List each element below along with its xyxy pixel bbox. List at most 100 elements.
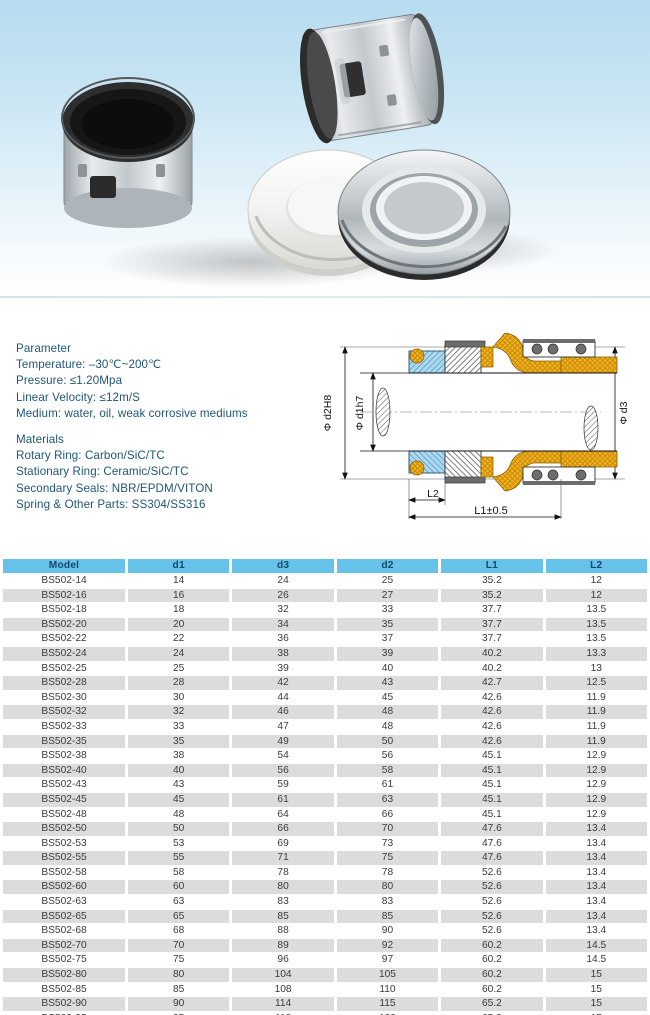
cell-d3: 108 [232,982,334,997]
cell-l1: 65.2 [441,997,543,1011]
cell-d2: 27 [336,588,439,603]
cell-l2: 14.5 [545,953,647,968]
cell-model: BS502-58 [3,865,125,880]
cell-d3: 59 [232,778,334,792]
cell-l1: 45.1 [441,763,543,778]
cell-l2: 11.9 [545,705,647,719]
cell-d1: 68 [128,924,230,938]
cell-d3: 83 [232,895,334,909]
spec-linear-velocity: Linear Velocity: ≤12m/S [16,390,141,404]
cell-d2: 56 [336,749,439,763]
cell-l2: 15 [545,968,647,982]
cell-model: BS502-35 [3,734,125,749]
cell-d1: 43 [128,778,230,792]
cell-d1: 58 [128,865,230,880]
cell-d2: 48 [336,705,439,719]
cell-l1: 40.2 [441,646,543,661]
cell-d3: 44 [232,690,334,705]
cell-d2: 48 [336,719,439,734]
cell-model: BS502-68 [3,924,125,938]
table-row: BS502-43 43 59 61 45.1 12.9 [3,778,647,792]
cell-d1: 14 [128,574,230,588]
cell-l2: 13 [545,661,647,676]
cell-d2: 45 [336,690,439,705]
cell-l2: 13.4 [545,851,647,865]
cell-d1: 18 [128,603,230,617]
cell-d1: 90 [128,997,230,1011]
materials-heading: Materials [16,433,64,447]
cell-l2: 13.4 [545,836,647,851]
cell-l1: 65.2 [441,1011,543,1015]
cell-d3: 56 [232,763,334,778]
dimension-label-d3: Φ d3 [618,401,630,424]
cell-d1: 28 [128,676,230,690]
parameter-heading: Parameter [16,342,72,355]
cell-d2: 78 [336,865,439,880]
cell-model: BS502-18 [3,603,125,617]
cell-l2: 12.9 [545,763,647,778]
cell-model: BS502-14 [3,574,125,588]
cell-d2: 61 [336,778,439,792]
cell-d1: 80 [128,968,230,982]
cell-l1: 52.6 [441,909,543,924]
cell-l2: 11.9 [545,734,647,749]
cell-d1: 30 [128,690,230,705]
cell-d1: 60 [128,880,230,895]
product-photo-banner [0,0,650,297]
cell-l1: 47.6 [441,851,543,865]
cell-model: BS502-24 [3,646,125,661]
cell-l2: 13.5 [545,603,647,617]
cell-d1: 85 [128,982,230,997]
cell-l2: 13.4 [545,880,647,895]
cell-d3: 88 [232,924,334,938]
cell-d1: 22 [128,632,230,646]
cell-d1: 75 [128,953,230,968]
cell-l1: 60.2 [441,968,543,982]
cell-l2: 12.9 [545,792,647,807]
table-row: BS502-53 53 69 73 47.6 13.4 [3,836,647,851]
cell-d3: 71 [232,851,334,865]
cell-model: BS502-48 [3,807,125,822]
cell-d2: 39 [336,646,439,661]
cell-d3: 47 [232,719,334,734]
table-row: BS502-16 16 26 27 35.2 12 [3,588,647,603]
cell-d3: 26 [232,588,334,603]
cell-model: BS502-33 [3,719,125,734]
cell-model: BS502-22 [3,632,125,646]
cell-d2: 115 [336,997,439,1011]
cell-l2: 12 [545,574,647,588]
cell-d1: 63 [128,895,230,909]
table-row: BS502-40 40 56 58 45.1 12.9 [3,763,647,778]
cell-d2: 25 [336,574,439,588]
cell-model: BS502-32 [3,705,125,719]
cell-d2: 70 [336,822,439,836]
cell-l2: 13.4 [545,924,647,938]
cell-l2: 13.5 [545,632,647,646]
cell-l1: 45.1 [441,792,543,807]
cell-l2: 15 [545,1011,647,1015]
material-secondary-seals: Secondary Seals: NBR/EPDM/VITON [16,481,213,495]
cell-l1: 42.6 [441,734,543,749]
cell-d3: 85 [232,909,334,924]
cell-d3: 69 [232,836,334,851]
cell-l2: 12.9 [545,749,647,763]
cell-l1: 42.6 [441,705,543,719]
table-column-header-l1: L1 [441,559,543,573]
cell-d3: 80 [232,880,334,895]
cell-model: BS502-16 [3,588,125,603]
cell-l2: 14.5 [545,938,647,953]
cell-d1: 32 [128,705,230,719]
cell-d2: 105 [336,968,439,982]
cell-l2: 11.9 [545,690,647,705]
cell-d2: 37 [336,632,439,646]
cell-model: BS502-90 [3,997,125,1011]
table-row: BS502-24 24 38 39 40.2 13.3 [3,646,647,661]
cell-d2: 80 [336,880,439,895]
cell-d1: 53 [128,836,230,851]
cell-model: BS502-70 [3,938,125,953]
cell-d3: 36 [232,632,334,646]
cell-d2: 43 [336,676,439,690]
cell-d1: 45 [128,792,230,807]
cell-l2: 11.9 [545,719,647,734]
